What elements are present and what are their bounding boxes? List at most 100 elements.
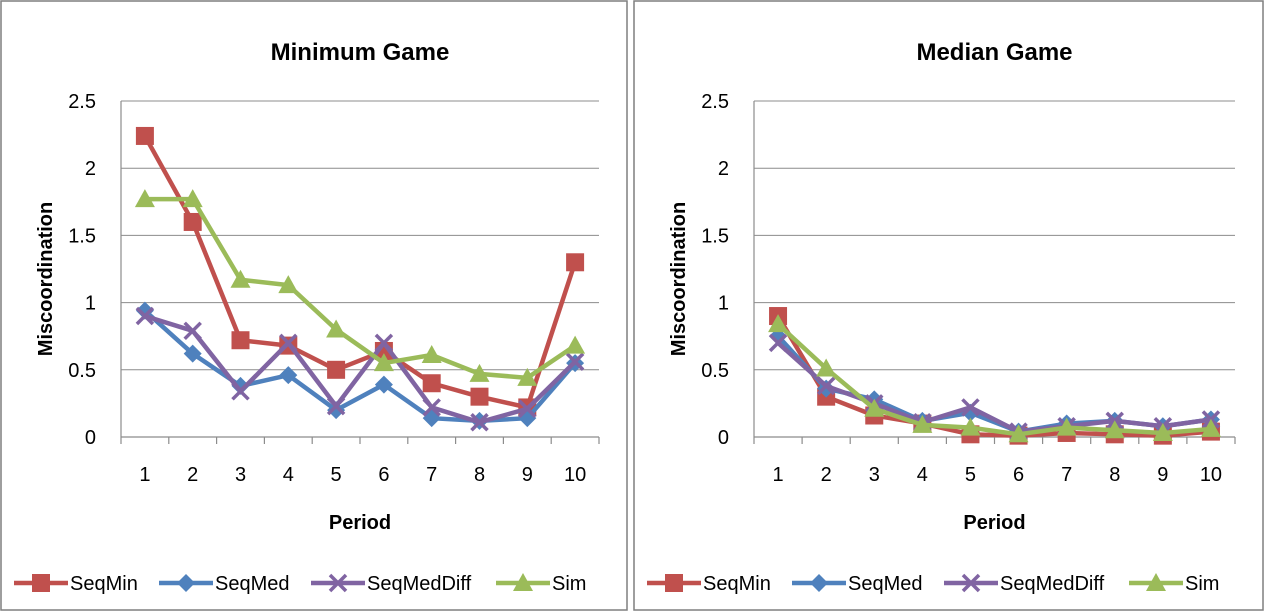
data-point: [422, 374, 441, 393]
legend-item-seqmeddiff: SeqMedDiff: [944, 573, 1105, 595]
data-point: [231, 331, 250, 350]
legend: SeqMin SeqMed SeqMedDiff Sim: [14, 573, 586, 595]
data-point: [960, 417, 981, 436]
legend-item-seqmeddiff: SeqMedDiff: [311, 573, 472, 595]
series-line: [144, 196, 577, 381]
x-axis-title: Period: [963, 512, 1025, 534]
series-line: [776, 341, 1212, 434]
legend-marker: [810, 574, 828, 592]
x-tick-label: 4: [283, 464, 294, 486]
data-point: [1104, 420, 1125, 439]
y-tick-label: 0.5: [68, 360, 96, 382]
legend-marker: [328, 573, 348, 593]
y-tick-label: 1: [718, 293, 729, 315]
x-tick-label: 5: [965, 464, 976, 486]
x-tick-label: 5: [331, 464, 342, 486]
data-point: [565, 352, 585, 371]
legend-label: Sim: [1185, 573, 1219, 595]
data-point: [279, 333, 298, 353]
data-point: [327, 401, 346, 420]
minimum-game-chart: Minimum Game 0 0.5 1 1.5 2 2.5 1 2 3 4 5 6 7 8 9 10 Perio…: [0, 0, 628, 611]
data-point: [135, 306, 155, 326]
series-sim: [768, 314, 1221, 443]
series-line: [142, 134, 578, 410]
data-point: [183, 321, 202, 341]
chart-title: Median Game: [916, 39, 1072, 66]
x-tick-label: 6: [378, 464, 389, 486]
legend-item-sim: Sim: [1129, 573, 1219, 595]
legend-marker: [961, 573, 981, 593]
y-tick-label: 2.5: [701, 91, 729, 113]
legend-item-sim: Sim: [496, 573, 586, 595]
data-point: [470, 412, 489, 432]
data-point: [961, 398, 980, 417]
legend-label: SeqMedDiff: [1000, 573, 1105, 595]
data-point: [816, 376, 836, 396]
y-tick-label: 2: [85, 158, 96, 180]
x-tick-label: 1: [139, 464, 150, 486]
y-tick-label: 0: [718, 427, 729, 449]
y-tick-label: 2: [718, 158, 729, 180]
series-sim: [134, 189, 586, 386]
x-tick-label: 6: [1013, 464, 1024, 486]
data-point: [1056, 417, 1077, 436]
x-tick-label: 2: [821, 464, 832, 486]
legend-marker: [177, 574, 195, 592]
data-point: [565, 335, 586, 354]
data-point: [134, 189, 155, 208]
x-tick-label: 10: [564, 464, 586, 486]
median-game-chart: Median Game 0 0.5 1 1.5 2 2.5 1 2 3 4 5 6 7 8 9 10 Period…: [633, 0, 1264, 611]
x-tick-label: 3: [235, 464, 246, 486]
legend-label: SeqMin: [703, 573, 771, 595]
data-point: [1008, 424, 1029, 443]
y-tick-label: 1.5: [701, 225, 729, 247]
data-point: [864, 398, 885, 417]
data-point: [374, 375, 393, 394]
data-point: [183, 212, 202, 231]
data-point: [566, 253, 585, 272]
legend-label: SeqMed: [848, 573, 923, 595]
y-tick-label: 0: [85, 427, 96, 449]
data-point: [279, 366, 298, 385]
y-axis-title: Miscoordination: [668, 202, 690, 356]
legend-label: SeqMin: [70, 573, 138, 595]
data-point: [230, 269, 251, 288]
y-tick-label: 2.5: [68, 91, 96, 113]
series-seqmeddiff: [135, 306, 585, 432]
x-tick-label: 7: [426, 464, 437, 486]
x-tick-label: 4: [917, 464, 928, 486]
data-point: [374, 333, 394, 353]
legend-label: SeqMed: [215, 573, 290, 595]
data-point: [231, 376, 250, 395]
data-point: [183, 344, 202, 363]
y-tick-label: 1.5: [68, 225, 96, 247]
series-line: [144, 313, 577, 425]
legend-marker: [32, 574, 50, 592]
data-point: [1200, 418, 1221, 437]
data-point: [768, 333, 788, 353]
legend-item-seqmed: SeqMed: [159, 573, 290, 595]
x-tick-label: 10: [1200, 464, 1222, 486]
data-point: [469, 363, 490, 382]
data-point: [768, 314, 789, 333]
x-tick-label: 9: [1157, 464, 1168, 486]
data-point: [231, 382, 250, 401]
legend: SeqMin SeqMed SeqMedDiff Sim: [647, 573, 1219, 595]
data-point: [816, 358, 837, 377]
x-tick-label: 8: [1109, 464, 1120, 486]
data-point: [421, 345, 442, 364]
chart-frame: [0, 0, 628, 611]
data-point: [327, 360, 346, 379]
y-tick-label: 1: [85, 293, 96, 315]
legend-item-seqmin: SeqMin: [14, 573, 138, 595]
data-point: [326, 319, 347, 338]
series-line: [143, 308, 577, 424]
legend-label: SeqMedDiff: [367, 573, 472, 595]
x-tick-label: 7: [1061, 464, 1072, 486]
x-tick-label: 8: [474, 464, 485, 486]
data-point: [518, 399, 537, 419]
legend-label: Sim: [552, 573, 586, 595]
data-point: [470, 387, 489, 406]
data-point: [373, 353, 394, 372]
